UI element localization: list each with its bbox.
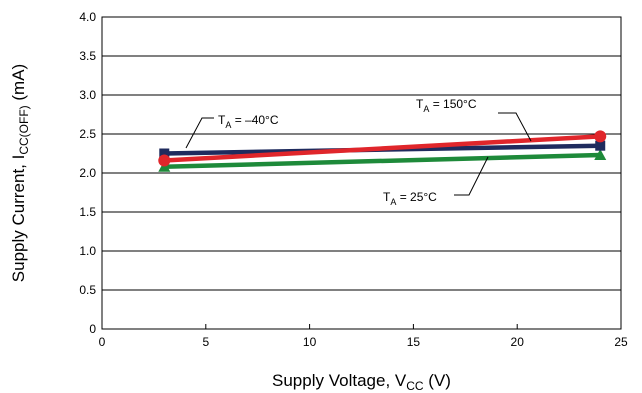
data-point-circle xyxy=(594,130,607,143)
y-tick-label: 0 xyxy=(89,322,96,336)
data-point-triangle xyxy=(594,149,607,161)
data-point-square xyxy=(159,148,170,159)
data-point-square xyxy=(595,140,606,151)
series-label: TA = 25°C xyxy=(383,190,437,207)
annotation-leader xyxy=(454,156,489,196)
series-annotations: TA = –40°C TA = 150°C TA = 25°C xyxy=(185,97,532,207)
series-label: TA = –40°C xyxy=(218,113,279,130)
x-tick-label: 20 xyxy=(511,335,525,349)
y-tick-label: 1.0 xyxy=(79,244,96,258)
x-tick-label: 25 xyxy=(614,335,628,349)
series-line xyxy=(164,152,601,170)
data-series xyxy=(164,134,601,170)
y-tick-label: 2.0 xyxy=(79,166,96,180)
y-axis-label: Supply Current, ICC(OFF) (mA) xyxy=(9,64,31,282)
y-tick-label: 0.5 xyxy=(79,283,96,297)
y-tick-label: 2.5 xyxy=(79,127,96,141)
data-markers xyxy=(158,130,607,172)
plot-frame xyxy=(101,16,622,330)
x-tick-label: 15 xyxy=(407,335,421,349)
annotation-leader xyxy=(498,112,532,142)
y-tick-label: 4.0 xyxy=(79,10,96,24)
x-axis-ticks: 0 5 10 15 20 25 xyxy=(99,324,628,349)
y-tick-label: 1.5 xyxy=(79,205,96,219)
series-label: TA = 150°C xyxy=(416,97,477,114)
x-axis-label: Supply Voltage, VCC (V) xyxy=(272,371,451,393)
x-tick-label: 5 xyxy=(202,335,209,349)
data-point-circle xyxy=(158,154,171,167)
x-tick-label: 10 xyxy=(303,335,317,349)
x-tick-label: 0 xyxy=(99,335,106,349)
y-tick-label: 3.0 xyxy=(79,88,96,102)
grid-lines xyxy=(102,55,621,291)
y-tick-label: 3.5 xyxy=(79,49,96,63)
annotation-leader xyxy=(185,117,214,149)
series-line xyxy=(164,134,601,163)
y-axis-ticks: 0 0.5 1.0 1.5 2.0 2.5 3.0 3.5 4.0 xyxy=(79,10,96,336)
